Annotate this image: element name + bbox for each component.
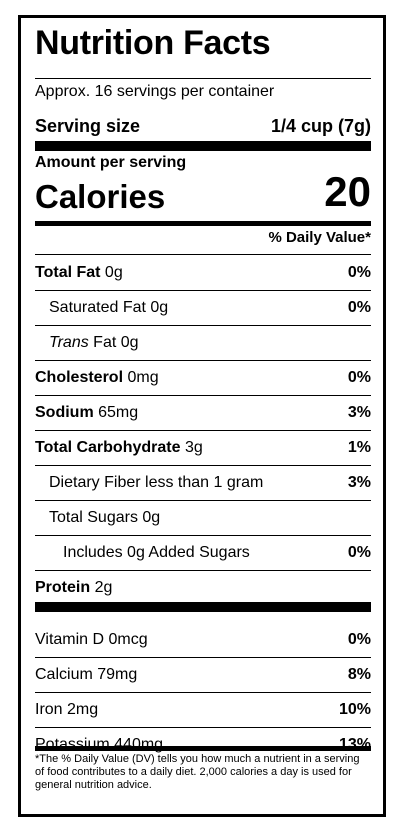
- row-divider: [35, 570, 371, 571]
- row-divider: [35, 500, 371, 501]
- vitamin-name: Iron 2mg: [35, 700, 99, 718]
- vitamin-daily-value: 10%: [338, 700, 371, 718]
- row-divider: [35, 360, 371, 361]
- label-content: Nutrition Facts Approx. 16 servings per …: [35, 18, 371, 814]
- vitamin-daily-value: 0%: [347, 630, 371, 648]
- nutrient-row: Sodium 65mg 3%: [35, 395, 371, 430]
- nutrition-facts-label: Nutrition Facts Approx. 16 servings per …: [18, 15, 386, 817]
- nutrient-daily-value: 0%: [347, 368, 371, 386]
- nutrient-amount: Includes 0g Added Sugars: [63, 543, 250, 561]
- nutrient-row: Protein 2g: [35, 570, 371, 605]
- nutrient-daily-value: 3%: [347, 403, 371, 421]
- row-divider: [35, 465, 371, 466]
- divider-medium: [35, 221, 371, 226]
- nutrient-name-bold: Total Carbohydrate: [35, 438, 181, 456]
- nutrient-daily-value: 0%: [347, 263, 371, 281]
- row-divider: [35, 430, 371, 431]
- calories-label: Calories: [35, 178, 166, 215]
- amount-per-serving: Amount per serving: [35, 154, 187, 171]
- serving-size-value: 1/4 cup (7g): [270, 116, 371, 136]
- divider-thin: [35, 254, 371, 255]
- divider-thick: [35, 602, 371, 612]
- vitamin-name: Vitamin D 0mcg: [35, 630, 148, 648]
- daily-value-footnote: *The % Daily Value (DV) tells you how mu…: [35, 753, 360, 791]
- nutrient-name-italic: Trans: [49, 333, 89, 351]
- nutrient-amount: Total Sugars 0g: [49, 508, 161, 526]
- row-divider: [35, 325, 371, 326]
- nutrient-name: Total Carbohydrate 3g: [35, 439, 203, 457]
- daily-value-header: % Daily Value*: [268, 229, 371, 246]
- nutrient-daily-value: 0%: [347, 543, 371, 561]
- nutrient-row: Trans Fat 0g: [35, 325, 371, 360]
- nutrient-daily-value: 1%: [347, 438, 371, 456]
- vitamin-row: Calcium 79mg 8%: [35, 657, 371, 692]
- nutrient-row: Total Fat 0g 0%: [35, 255, 371, 290]
- nutrient-row: Total Sugars 0g: [35, 500, 371, 535]
- nutrient-name-bold: Protein: [35, 578, 91, 596]
- vitamin-row: Iron 2mg 10%: [35, 692, 371, 727]
- nutrient-row: Includes 0g Added Sugars 0%: [35, 535, 371, 570]
- row-divider: [35, 657, 371, 658]
- servings-per-container: Approx. 16 servings per container: [35, 83, 275, 100]
- row-divider: [35, 692, 371, 693]
- row-divider: [35, 290, 371, 291]
- nutrient-row: Cholesterol 0mg 0%: [35, 360, 371, 395]
- divider-thick: [35, 141, 371, 151]
- vitamin-row: Vitamin D 0mcg 0%: [35, 622, 371, 657]
- nutrient-amount: 3g: [180, 438, 203, 456]
- nutrient-name: Protein 2g: [35, 579, 112, 597]
- nutrient-name-bold: Cholesterol: [35, 368, 124, 386]
- serving-size-row: Serving size 1/4 cup (7g): [35, 116, 371, 137]
- nutrient-name: Cholesterol 0mg: [35, 369, 159, 387]
- nutrient-name: Total Fat 0g: [35, 264, 123, 282]
- nutrient-amount: 2g: [90, 578, 113, 596]
- nutrient-row: Saturated Fat 0g 0%: [35, 290, 371, 325]
- nutrient-daily-value: 0%: [347, 298, 371, 316]
- nutrient-amount: Dietary Fiber less than 1 gram: [49, 473, 264, 491]
- nutrient-amount: 65mg: [93, 403, 139, 421]
- row-divider: [35, 535, 371, 536]
- calories-value: 20: [324, 168, 371, 215]
- nutrient-daily-value: 3%: [347, 473, 371, 491]
- row-divider: [35, 727, 371, 728]
- nutrient-amount: 0mg: [123, 368, 159, 386]
- nutrient-name: Sodium 65mg: [35, 404, 138, 422]
- serving-size-label: Serving size: [35, 116, 141, 136]
- row-divider: [35, 395, 371, 396]
- nutrient-name: Includes 0g Added Sugars: [35, 544, 250, 562]
- nutrient-name: Total Sugars 0g: [35, 509, 160, 527]
- nutrient-name-bold: Sodium: [35, 403, 94, 421]
- divider-thin: [35, 78, 371, 79]
- nutrient-amount: Saturated Fat 0g: [49, 298, 169, 316]
- label-title: Nutrition Facts: [35, 24, 271, 62]
- nutrient-name: Saturated Fat 0g: [35, 299, 168, 317]
- nutrient-row: Total Carbohydrate 3g 1%: [35, 430, 371, 465]
- nutrient-amount: Fat 0g: [88, 333, 139, 351]
- nutrient-name: Trans Fat 0g: [35, 334, 139, 352]
- vitamin-name: Calcium 79mg: [35, 665, 138, 683]
- nutrient-name-bold: Total Fat: [35, 263, 101, 281]
- divider-medium: [35, 746, 371, 751]
- nutrient-row: Dietary Fiber less than 1 gram 3%: [35, 465, 371, 500]
- vitamin-daily-value: 8%: [347, 665, 371, 683]
- nutrient-amount: 0g: [100, 263, 123, 281]
- nutrient-name: Dietary Fiber less than 1 gram: [35, 474, 263, 492]
